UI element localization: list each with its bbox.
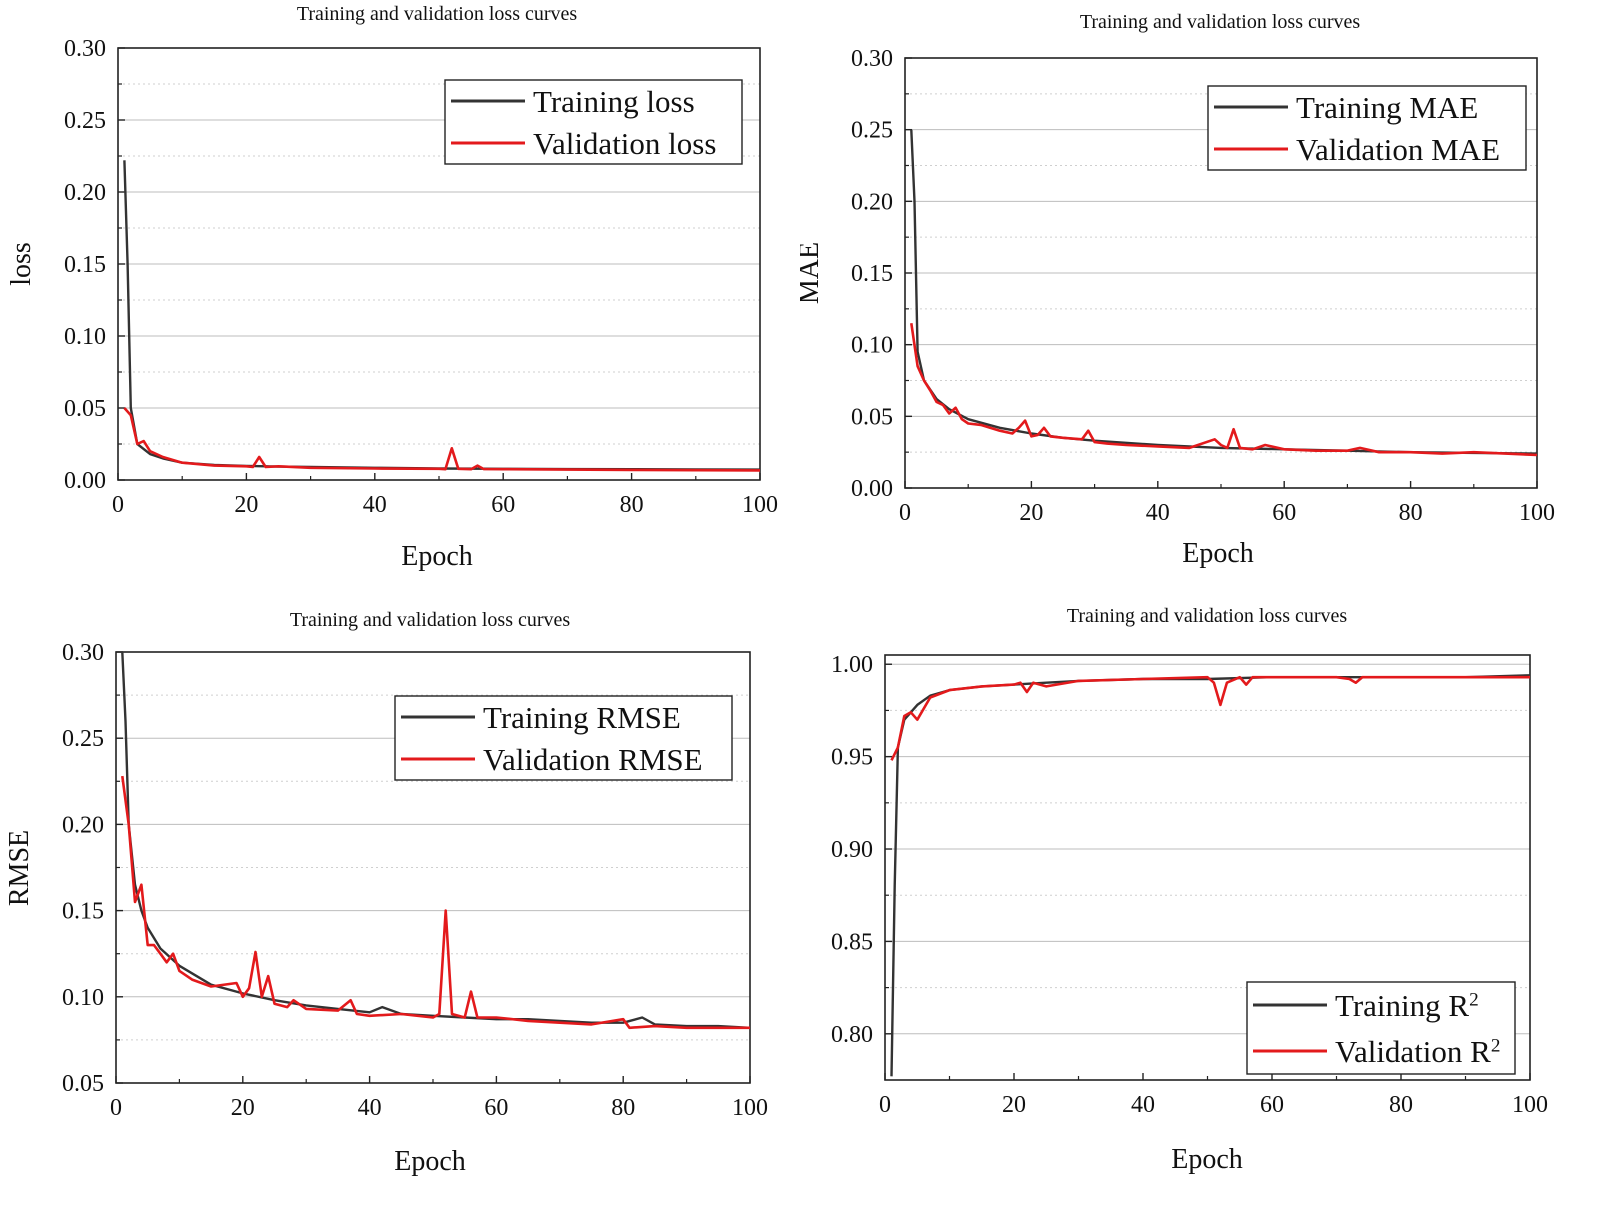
x-axis-label: Epoch: [1182, 538, 1254, 569]
legend-label: Training R2: [1335, 988, 1479, 1023]
y-tick-label: 0.90: [831, 837, 873, 863]
y-tick-label: 0.85: [831, 929, 873, 955]
x-tick-label: 60: [484, 1095, 508, 1121]
y-tick-label: 0.20: [64, 180, 106, 206]
legend: Training RMSE Validation RMSE: [394, 695, 733, 781]
legend: Training loss Validation loss: [444, 79, 743, 165]
y-tick-label: 0.05: [851, 404, 893, 430]
x-axis-label: Epoch: [1171, 1144, 1243, 1175]
x-tick-label: 40: [363, 492, 387, 518]
x-tick-label: 80: [1399, 500, 1423, 526]
x-tick-label: 20: [1002, 1092, 1026, 1118]
x-tick-label: 100: [742, 492, 778, 518]
x-tick-label: 80: [620, 492, 644, 518]
x-tick-label: 0: [899, 500, 911, 526]
chart-title: Training and validation loss curves: [1067, 605, 1348, 627]
y-axis-label: R2: [800, 856, 803, 883]
legend-box: [1207, 85, 1527, 171]
y-tick-label: 0.95: [831, 745, 873, 771]
y-tick-label: 0.00: [64, 468, 106, 494]
chart-title: Training and validation loss curves: [290, 609, 571, 631]
x-tick-label: 0: [879, 1092, 891, 1118]
chart-rmse: 0 20 40 60 80 100 0.05 0.10 0.15 0.20 0.25 0.30 Trai…: [0, 600, 800, 1210]
y-tick-label: 0.10: [851, 333, 893, 359]
y-tick-label: 0.30: [851, 46, 893, 72]
series-line-validation: [123, 407, 760, 472]
legend-label: Validation loss: [533, 126, 716, 161]
legend: Training MAE Validation MAE: [1207, 85, 1527, 171]
y-tick-label: 0.30: [64, 36, 106, 62]
x-tick-label: 100: [1519, 500, 1555, 526]
legend-label: Training MAE: [1296, 90, 1478, 125]
y-tick-label: 1.00: [831, 652, 873, 678]
chart-title: Training and validation loss curves: [297, 3, 578, 25]
y-tick-label: 0.05: [62, 1071, 104, 1097]
chart-loss: 0 20 40 60 80 100 0.00 0.05 0.10 0.15 0.20 0.25 0.30…: [0, 0, 800, 590]
x-tick-label: 80: [611, 1095, 635, 1121]
x-axis-label: Epoch: [401, 541, 473, 572]
y-tick-label: 0.20: [62, 812, 104, 838]
y-tick-label: 0.30: [62, 640, 104, 666]
x-tick-label: 0: [112, 492, 124, 518]
y-axis-label: loss: [6, 242, 37, 286]
chart-mae: 0 20 40 60 80 100 0.00 0.05 0.10 0.15 0.20 0.25 0.30…: [800, 0, 1600, 590]
y-tick-label: 0.10: [62, 985, 104, 1011]
y-axis-label: MAE: [800, 242, 825, 304]
x-tick-label: 60: [1260, 1092, 1284, 1118]
series-line-training: [910, 129, 1537, 455]
x-tick-label: 80: [1389, 1092, 1413, 1118]
legend-label: Training loss: [533, 84, 695, 119]
x-tick-label: 20: [1019, 500, 1043, 526]
x-tick-label: 60: [491, 492, 515, 518]
x-tick-label: 40: [1146, 500, 1170, 526]
y-tick-label: 0.25: [62, 726, 104, 752]
chart-r2: 0 20 40 60 80 100 0.80 0.85 0.90 0.95 1.00 Training…: [800, 600, 1600, 1210]
y-tick-label: 0.05: [64, 396, 106, 422]
x-tick-label: 100: [1512, 1092, 1548, 1118]
legend-box: [1246, 981, 1516, 1075]
x-tick-label: 100: [732, 1095, 768, 1121]
x-tick-label: 20: [231, 1095, 255, 1121]
legend-label: Validation R2: [1335, 1034, 1500, 1069]
y-tick-label: 0.25: [64, 108, 106, 134]
legend-box: [444, 79, 743, 165]
series-line-training: [123, 160, 760, 471]
y-tick-label: 0.15: [64, 252, 106, 278]
x-tick-label: 60: [1272, 500, 1296, 526]
legend: Training R2 Validation R2: [1246, 981, 1516, 1075]
y-tick-label: 0.80: [831, 1022, 873, 1048]
x-tick-label: 40: [1131, 1092, 1155, 1118]
series-line-validation: [890, 675, 1530, 761]
y-tick-label: 0.10: [64, 324, 106, 350]
y-tick-label: 0.25: [851, 118, 893, 144]
x-axis-label: Epoch: [394, 1146, 466, 1177]
chart-title: Training and validation loss curves: [1080, 11, 1361, 33]
legend-box: [394, 695, 733, 781]
y-tick-label: 0.15: [62, 899, 104, 925]
y-tick-label: 0.00: [851, 476, 893, 502]
y-axis-label: RMSE: [4, 830, 35, 906]
x-tick-label: 40: [358, 1095, 382, 1121]
x-tick-label: 20: [234, 492, 258, 518]
y-tick-label: 0.20: [851, 189, 893, 215]
x-tick-label: 0: [110, 1095, 122, 1121]
series-line-validation: [910, 323, 1537, 457]
legend-label: Validation MAE: [1296, 132, 1500, 167]
legend-label: Training RMSE: [483, 700, 681, 735]
legend-label: Validation RMSE: [483, 742, 703, 777]
series-line-validation: [121, 775, 750, 1030]
y-tick-label: 0.15: [851, 261, 893, 287]
